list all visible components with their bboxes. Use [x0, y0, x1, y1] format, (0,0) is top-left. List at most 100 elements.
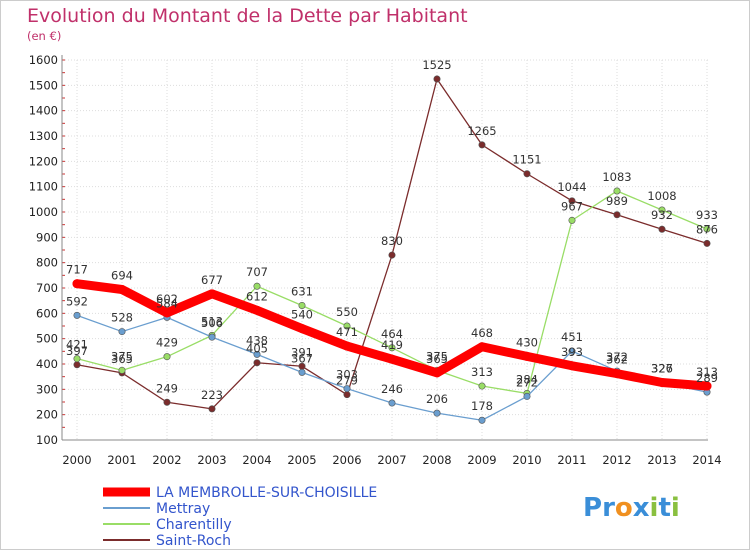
data-label: 584 [156, 296, 178, 310]
data-label: 513 [201, 314, 223, 328]
data-point [657, 377, 667, 387]
data-label: 540 [291, 308, 313, 322]
logo-letter: P [583, 493, 602, 523]
data-label: 246 [381, 382, 403, 396]
data-label: 289 [696, 371, 718, 385]
grid-layer [62, 59, 708, 441]
data-point [298, 301, 306, 309]
data-point [433, 75, 441, 83]
data-label: 405 [246, 342, 268, 356]
data-point [703, 239, 711, 247]
data-label: 1151 [512, 153, 541, 167]
data-point [297, 324, 307, 334]
y-tick-label: 600 [36, 306, 58, 320]
data-point [118, 328, 126, 336]
data-point [567, 361, 577, 371]
data-point [163, 398, 171, 406]
y-tick-label: 1200 [29, 154, 58, 168]
data-point [388, 251, 396, 259]
data-label: 393 [561, 345, 583, 359]
data-point [568, 347, 576, 355]
data-label: 1008 [647, 189, 676, 203]
data-label: 421 [66, 338, 88, 352]
data-label: 602 [156, 292, 178, 306]
data-label: 677 [201, 273, 223, 287]
data-point [568, 216, 576, 224]
data-point [478, 382, 486, 390]
data-point [253, 282, 261, 290]
data-point [252, 305, 262, 315]
x-tick-label: 2006 [332, 453, 361, 467]
data-point [118, 366, 126, 374]
data-point [73, 311, 81, 319]
y-tick-label: 800 [36, 256, 58, 270]
legend: LA MEMBROLLE-SUR-CHOISILLEMettrayCharent… [103, 485, 377, 549]
x-tick-label: 2003 [197, 453, 226, 467]
data-label: 1044 [557, 180, 586, 194]
x-tick-label: 2002 [152, 453, 181, 467]
data-label: 367 [291, 351, 313, 365]
data-point [658, 225, 666, 233]
data-label: 1083 [602, 170, 631, 184]
y-tick-label: 1500 [29, 78, 58, 92]
y-tick-label: 400 [36, 357, 58, 371]
x-tick-label: 2013 [647, 453, 676, 467]
data-point [162, 308, 172, 318]
data-label: 372 [606, 350, 628, 364]
data-point [342, 341, 352, 351]
x-tick-label: 2004 [242, 453, 271, 467]
y-tick-label: 700 [36, 281, 58, 295]
data-label: 451 [561, 330, 583, 344]
logo-text: Proxiti [583, 493, 680, 523]
data-point [522, 351, 532, 361]
data-label: 178 [471, 399, 493, 413]
data-point [702, 381, 712, 391]
logo-letter: x [633, 493, 650, 523]
data-point [72, 279, 82, 289]
data-label: 430 [516, 335, 538, 349]
data-label: 303 [336, 368, 358, 382]
data-point [208, 333, 216, 341]
data-label: 1525 [422, 58, 451, 72]
data-point [388, 399, 396, 407]
logo-letter: i [650, 493, 659, 523]
legend-label: Mettray [156, 501, 210, 517]
logo-letter: r [602, 493, 615, 523]
axis-layer: 100 200 300 400 500 600 700 800 900 1000 1100 1200 1… [29, 53, 722, 467]
data-label: 391 [291, 345, 313, 359]
data-label: 326 [651, 362, 673, 376]
data-label: 471 [336, 325, 358, 339]
y-tick-label: 1300 [29, 129, 58, 143]
x-tick-label: 2008 [422, 453, 451, 467]
data-label: 365 [426, 352, 448, 366]
data-label: 528 [111, 311, 133, 325]
data-label: 550 [336, 305, 358, 319]
legend-label: Charentilly [156, 517, 232, 533]
data-label: 438 [246, 333, 268, 347]
data-label: 313 [696, 365, 718, 379]
data-point [387, 354, 397, 364]
data-point [523, 392, 531, 400]
data-point [613, 211, 621, 219]
legend-label: LA MEMBROLLE-SUR-CHOISILLE [156, 485, 377, 501]
data-label: 506 [201, 316, 223, 330]
x-tick-label: 2005 [287, 453, 316, 467]
data-point [432, 368, 442, 378]
y-tick-label: 200 [36, 408, 58, 422]
x-tick-label: 2010 [512, 453, 541, 467]
data-point [73, 361, 81, 369]
data-point [523, 170, 531, 178]
y-tick-label: 1600 [29, 53, 58, 67]
data-point [298, 368, 306, 376]
data-label: 362 [606, 353, 628, 367]
data-label: 707 [246, 265, 268, 279]
data-label: 694 [111, 269, 133, 283]
x-tick-label: 2001 [107, 453, 136, 467]
y-tick-label: 300 [36, 382, 58, 396]
proxiti-logo: Proxiti [583, 493, 680, 523]
data-point [478, 141, 486, 149]
data-point [613, 187, 621, 195]
y-tick-label: 100 [36, 433, 58, 447]
data-point [568, 197, 576, 205]
